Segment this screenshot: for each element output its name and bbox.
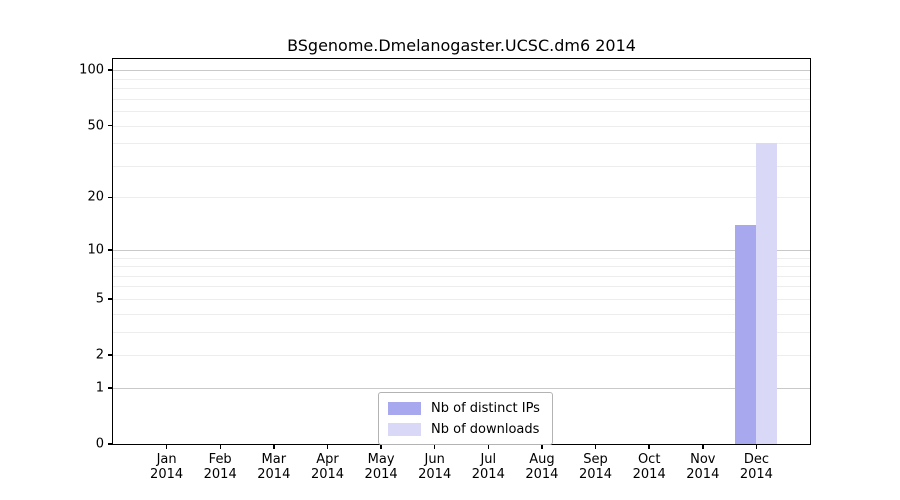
x-tick-year: 2014 [418,467,452,482]
gridline-minor [113,331,810,333]
gridline-minor [113,165,810,167]
x-tick [648,444,650,449]
x-tick-month: Jul [480,452,497,467]
y-tick [108,443,113,445]
y-tick-label: 100 [79,62,104,78]
x-axis: Jan 2014 Feb 2014 Mar 2014 Apr 2014 May 2014 Jun 20… [113,444,810,494]
x-tick-label: Oct 2014 [619,452,679,482]
gridline-minor [113,197,810,199]
x-tick-year: 2014 [471,467,505,482]
x-tick [487,444,490,449]
legend-item-distinct-ips: Nb of distinct IPs [388,399,540,417]
x-tick [165,444,168,449]
gridline-minor [113,143,810,145]
y-tick [108,354,113,356]
x-tick-label: Jul 2014 [458,452,518,482]
legend-label-distinct-ips: Nb of distinct IPs [431,400,540,416]
gridline-minor [113,78,810,80]
x-tick-month: Oct [637,452,661,467]
legend-item-downloads: Nb of downloads [388,420,540,438]
x-tick-year: 2014 [686,467,720,482]
x-tick-label: Apr 2014 [298,452,358,482]
gridline-minor [113,286,810,288]
y-axis: 0 1 2 5 10 20 50 100 [0,59,113,451]
x-tick-label: Dec 2014 [726,452,786,482]
x-tick-year: 2014 [310,467,345,482]
y-tick [108,196,113,199]
gridline-minor [113,125,810,127]
x-tick-year: 2014 [364,467,398,482]
gridline-minor [113,355,810,356]
x-tick-label: Mar 2014 [244,452,304,482]
legend-swatch-downloads-icon [388,422,421,436]
gridline-minor [113,298,810,300]
x-tick [326,444,329,449]
x-tick [273,444,275,449]
x-tick-year: 2014 [739,467,773,482]
bar-distinct-ips [735,224,757,444]
x-tick-year: 2014 [150,467,184,482]
gridline-minor [113,257,810,259]
x-tick-label: Jun 2014 [405,452,465,482]
legend-swatch-distinct-ips-icon [388,401,421,415]
x-tick-label: Nov 2014 [673,452,733,482]
gridline-major [113,387,810,389]
x-tick-month: Jan [156,452,177,467]
y-tick [108,69,113,71]
x-tick-month: Sep [583,452,608,467]
y-tick [108,298,113,300]
x-tick-year: 2014 [203,467,237,482]
x-tick-year: 2014 [632,467,666,482]
x-tick [702,444,704,449]
x-tick-month: Jun [424,452,445,467]
y-tick [108,387,113,389]
x-tick [380,444,382,449]
y-tick-label: 5 [95,291,104,307]
y-tick-label: 2 [95,347,104,363]
x-tick-label: Sep 2014 [566,452,626,482]
gridline-minor [113,266,810,267]
x-tick [541,444,543,449]
y-tick-label: 0 [95,436,104,452]
gridline-minor [113,313,810,315]
x-tick-month: Mar [261,452,287,467]
x-tick-month: Apr [316,452,339,467]
x-tick-year: 2014 [257,467,291,482]
gridline-minor [113,111,810,112]
y-tick [108,249,113,251]
x-tick-year: 2014 [578,467,613,482]
x-tick-month: May [367,452,395,467]
x-tick-label: Feb 2014 [190,452,250,482]
gridline-major [113,249,810,251]
y-tick-label: 20 [87,189,104,205]
x-tick-month: Dec [743,452,769,467]
chart-title: BSgenome.Dmelanogaster.UCSC.dm6 2014 [287,36,636,55]
legend-label-downloads: Nb of downloads [431,421,540,437]
y-tick-label: 50 [87,118,104,133]
legend: Nb of distinct IPs Nb of downloads [378,392,553,445]
plot-area: Nb of distinct IPs Nb of downloads [111,57,811,445]
x-tick-month: Aug [529,452,555,467]
x-tick [594,444,597,449]
y-tick-label: 1 [95,380,104,396]
plot-frame [111,57,811,445]
x-tick-label: Jan 2014 [137,452,197,482]
x-tick-month: Feb [208,452,232,467]
x-tick-month: Nov [690,452,716,467]
y-tick [108,124,113,127]
bar-downloads [756,143,778,444]
x-tick-label: May 2014 [351,452,411,482]
x-tick [219,444,221,449]
gridline-minor [113,275,810,277]
gridline-minor [113,98,810,100]
x-tick-year: 2014 [525,467,559,482]
x-tick-label: Aug 2014 [512,452,572,482]
y-tick-label: 10 [87,242,104,258]
gridline-major [113,70,810,72]
x-tick [433,444,436,449]
x-tick [755,444,758,449]
gridline-minor [113,88,810,89]
